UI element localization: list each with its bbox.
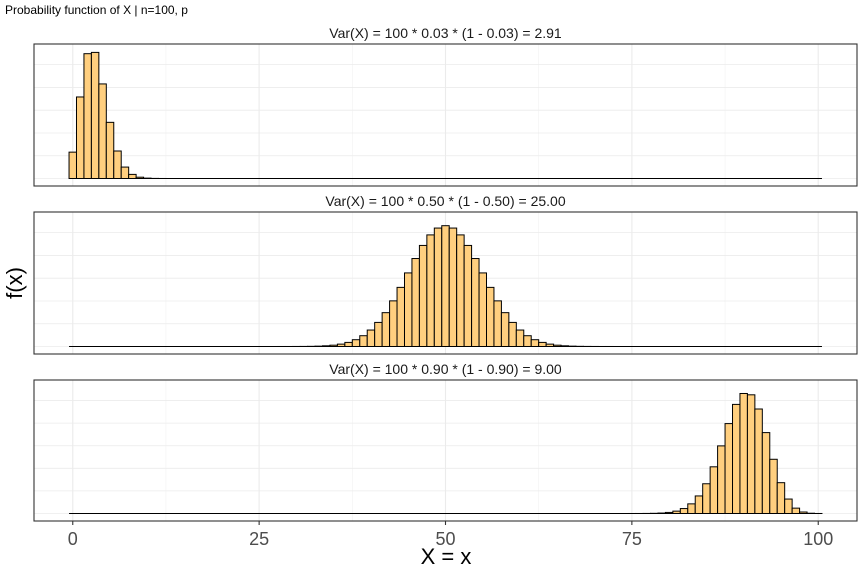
- facet-strip: [34, 359, 857, 380]
- bar: [493, 300, 502, 347]
- bar: [75, 96, 85, 179]
- bar: [724, 423, 733, 515]
- bar: [709, 466, 719, 514]
- facet-panel: Var(X) = 100 * 0.90 * (1 - 0.90) = 9.00: [33, 359, 858, 522]
- bar: [351, 339, 361, 347]
- bar: [359, 335, 368, 347]
- x-tick-label: 25: [249, 529, 269, 549]
- bar: [500, 312, 510, 348]
- bar: [120, 166, 130, 180]
- facet-panel: Var(X) = 100 * 0.03 * (1 - 0.03) = 2.91: [33, 23, 858, 187]
- facet-strip-label: Var(X) = 100 * 0.03 * (1 - 0.03) = 2.91: [329, 25, 562, 41]
- bar: [515, 329, 525, 348]
- y-axis-title: f(x): [2, 267, 27, 299]
- bar: [396, 286, 405, 348]
- x-tick-label: 0: [68, 529, 78, 549]
- facet-strip-label: Var(X) = 100 * 0.50 * (1 - 0.50) = 25.00: [325, 193, 565, 209]
- bar: [418, 244, 428, 347]
- facet-panel: Var(X) = 100 * 0.50 * (1 - 0.50) = 25.00: [33, 191, 858, 355]
- bar: [441, 225, 450, 347]
- bar: [389, 300, 398, 347]
- bar: [746, 394, 756, 514]
- bar: [687, 503, 696, 514]
- bar: [83, 53, 92, 179]
- bar: [769, 458, 778, 514]
- bar: [508, 321, 517, 348]
- facet-strip: [34, 23, 857, 44]
- facet-strip: [34, 191, 857, 212]
- bar: [426, 234, 435, 347]
- bar: [105, 121, 115, 179]
- bar: [448, 227, 458, 347]
- x-tick-label: 100: [803, 529, 833, 549]
- bar: [478, 272, 487, 348]
- bar: [538, 341, 547, 347]
- bar: [344, 341, 353, 347]
- bar: [381, 312, 391, 348]
- x-axis: 0 25 50 75 100: [68, 521, 833, 549]
- x-tick-label: 75: [622, 529, 642, 549]
- bar: [761, 432, 771, 515]
- bar: [98, 83, 107, 179]
- bar: [717, 445, 726, 515]
- bar: [463, 244, 473, 347]
- bar: [456, 234, 465, 347]
- panel-border: [33, 43, 858, 187]
- bar: [486, 286, 495, 348]
- bar: [679, 508, 689, 514]
- bar: [776, 482, 786, 514]
- bar: [90, 51, 100, 179]
- bar: [530, 339, 540, 347]
- bar: [404, 272, 413, 348]
- bar: [754, 408, 763, 514]
- bar: [411, 258, 420, 347]
- bar: [791, 507, 801, 515]
- bar: [471, 258, 480, 347]
- bar: [433, 227, 443, 347]
- bar: [732, 403, 741, 514]
- x-tick-label: 50: [435, 529, 455, 549]
- bar: [739, 392, 748, 514]
- bar: [68, 151, 77, 179]
- panel-border: [33, 211, 858, 355]
- x-axis-title: X = x: [421, 544, 472, 569]
- bar: [113, 150, 122, 179]
- bar: [128, 173, 137, 179]
- bar: [702, 483, 711, 515]
- bar: [784, 498, 793, 514]
- bar: [523, 335, 532, 347]
- facet-strip-label: Var(X) = 100 * 0.90 * (1 - 0.90) = 9.00: [329, 361, 562, 377]
- facet-panels: Var(X) = 100 * 0.03 * (1 - 0.03) = 2.91 V…: [33, 23, 858, 522]
- chart-title: Probability function of X | n=100, p: [5, 3, 188, 17]
- bar: [366, 329, 376, 348]
- bar: [374, 321, 383, 348]
- bar: [694, 495, 704, 515]
